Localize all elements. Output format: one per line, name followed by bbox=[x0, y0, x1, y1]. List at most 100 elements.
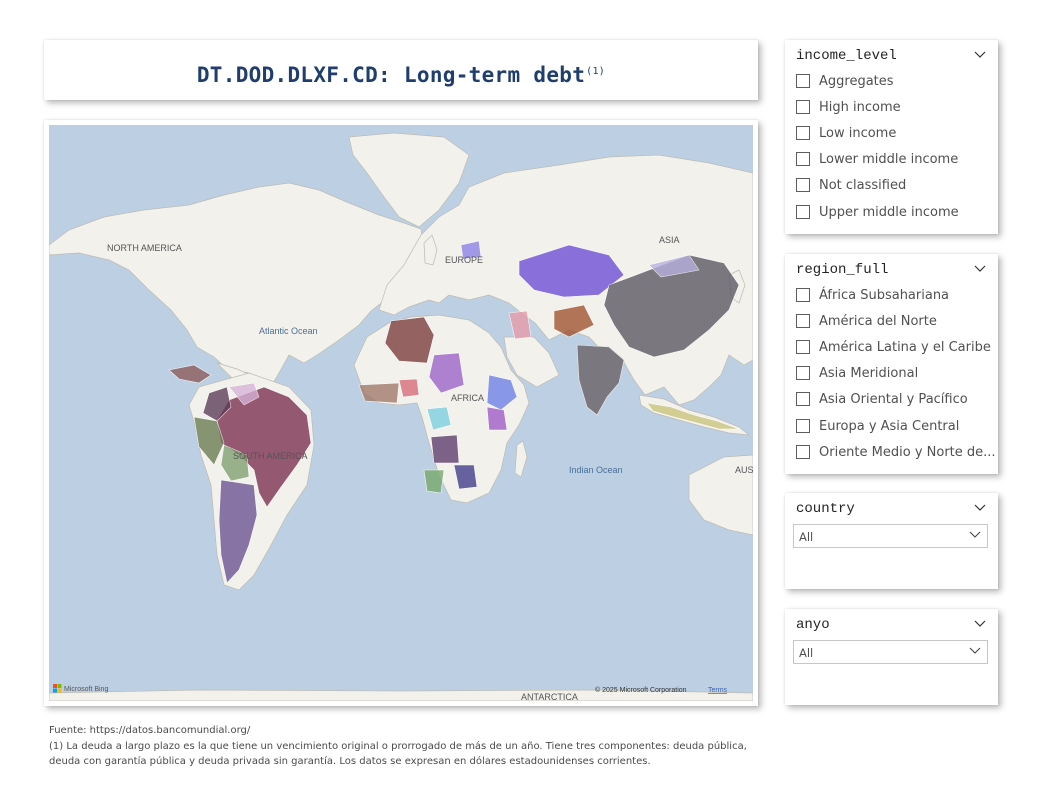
bing-logo-icon bbox=[53, 684, 57, 688]
checkbox[interactable] bbox=[796, 288, 810, 302]
map-label-antarctica: ANTARCTICA bbox=[521, 692, 578, 701]
checkbox[interactable] bbox=[796, 445, 810, 459]
slicer-title-region-full: region_full bbox=[796, 262, 889, 278]
option-label: Lower middle income bbox=[819, 151, 959, 167]
option-label: High income bbox=[819, 99, 901, 115]
slicer-option-income-upper-middle[interactable]: Upper middle income bbox=[796, 202, 959, 222]
country-peru bbox=[193, 416, 225, 466]
checkbox[interactable] bbox=[796, 419, 810, 433]
map-visual[interactable]: NORTH AMERICA SOUTH AMERICA EUROPE ASIA … bbox=[44, 120, 758, 706]
slicer-option-income-high[interactable]: High income bbox=[796, 97, 901, 117]
option-label: Not classified bbox=[819, 177, 907, 193]
land-arabia bbox=[503, 336, 560, 388]
footer-note: (1) La deuda a largo plazo es la que tie… bbox=[49, 740, 747, 768]
country-angola bbox=[430, 434, 460, 464]
country-mongolia bbox=[648, 254, 700, 278]
footer-source: Fuente: https://datos.bancomundial.org/ bbox=[49, 725, 251, 736]
checkbox[interactable] bbox=[796, 178, 810, 192]
map-label-indian-ocean: Indian Ocean bbox=[569, 465, 623, 475]
option-label: África Subsahariana bbox=[819, 287, 950, 303]
option-label: Europa y Asia Central bbox=[819, 418, 960, 434]
slicer-title-income-level: income_level bbox=[796, 48, 897, 64]
option-label: Aggregates bbox=[819, 73, 894, 89]
map-label-africa: AFRICA bbox=[451, 393, 484, 403]
checkbox[interactable] bbox=[796, 74, 810, 88]
chevron-down-icon[interactable] bbox=[974, 501, 986, 513]
checkbox[interactable] bbox=[796, 126, 810, 140]
land-uk bbox=[423, 234, 438, 266]
map-terms-link[interactable]: Terms bbox=[708, 687, 728, 694]
country-ukraine bbox=[460, 240, 482, 260]
title-note-ref: (1) bbox=[586, 66, 606, 77]
title-card: DT.DOD.DLXF.CD: Long-term debt(1) bbox=[44, 40, 758, 100]
slicer-title-anyo: anyo bbox=[796, 617, 830, 633]
chevron-down-icon[interactable] bbox=[974, 262, 986, 274]
land-australia bbox=[688, 454, 753, 536]
chevron-down-icon[interactable] bbox=[974, 617, 986, 629]
bing-logo-icon-yellow bbox=[57, 688, 62, 693]
option-label: América Latina y el Caribe bbox=[819, 339, 991, 355]
page-title: DT.DOD.DLXF.CD: Long-term debt(1) bbox=[44, 63, 758, 87]
bing-logo-icon-green bbox=[57, 684, 62, 688]
slicer-option-region-sa[interactable]: Asia Meridional bbox=[796, 363, 918, 383]
map-label-australia: AUS bbox=[735, 465, 753, 475]
land-madagascar bbox=[514, 440, 528, 478]
checkbox[interactable] bbox=[796, 340, 810, 354]
map-copyright: © 2025 Microsoft Corporation bbox=[595, 686, 687, 694]
slicer-option-region-eap[interactable]: Asia Oriental y Pacífico bbox=[796, 389, 968, 409]
country-mexico bbox=[168, 364, 212, 384]
country-argentina bbox=[218, 479, 258, 584]
bing-logo-group: Microsoft Bing bbox=[53, 684, 108, 693]
option-label: Low income bbox=[819, 125, 897, 141]
checkbox[interactable] bbox=[796, 205, 810, 219]
option-label: Asia Meridional bbox=[819, 365, 919, 381]
slicer-option-income-not-classified[interactable]: Not classified bbox=[796, 175, 906, 195]
chevron-down-icon[interactable] bbox=[974, 48, 986, 60]
country-kenya-tanzania bbox=[486, 406, 508, 431]
country-kazakhstan bbox=[518, 244, 625, 298]
map-label-europe: EUROPE bbox=[445, 255, 483, 265]
footer-notes: Fuente: https://datos.bancomundial.org/ … bbox=[49, 723, 749, 770]
slicer-option-region-eca[interactable]: Europa y Asia Central bbox=[796, 416, 959, 436]
slicer-country: country All bbox=[785, 493, 998, 589]
world-map[interactable]: NORTH AMERICA SOUTH AMERICA EUROPE ASIA … bbox=[49, 125, 753, 701]
slicer-option-region-mena[interactable]: Oriente Medio y Norte de... bbox=[796, 442, 996, 462]
checkbox[interactable] bbox=[796, 314, 810, 328]
checkbox[interactable] bbox=[796, 392, 810, 406]
land-north-america bbox=[49, 182, 425, 391]
highlighted-countries[interactable] bbox=[168, 240, 740, 584]
dropdown-chevron-icon[interactable] bbox=[969, 530, 981, 540]
slicer-option-region-na[interactable]: América del Norte bbox=[796, 311, 937, 331]
option-label: Asia Oriental y Pacífico bbox=[819, 391, 968, 407]
option-label: América del Norte bbox=[819, 313, 937, 329]
country-niger-chad bbox=[428, 352, 465, 394]
country-bolivia bbox=[220, 444, 250, 482]
checkbox[interactable] bbox=[796, 366, 810, 380]
country-dropdown[interactable]: All bbox=[793, 524, 988, 548]
country-ethiopia bbox=[486, 374, 518, 411]
slicer-anyo: anyo All bbox=[785, 609, 998, 705]
country-southern-africa bbox=[423, 469, 445, 494]
country-mozambique-zimbabwe bbox=[453, 464, 478, 490]
bing-attribution: Microsoft Bing bbox=[64, 686, 108, 693]
map-label-asia: ASIA bbox=[659, 235, 680, 245]
slicer-option-income-low[interactable]: Low income bbox=[796, 123, 896, 143]
checkbox[interactable] bbox=[796, 152, 810, 166]
option-label: Oriente Medio y Norte de... bbox=[819, 444, 996, 460]
country-nigeria bbox=[398, 378, 420, 398]
title-main: DT.DOD.DLXF.CD: Long-term debt bbox=[196, 63, 586, 87]
checkbox[interactable] bbox=[796, 100, 810, 114]
slicer-option-income-lower-middle[interactable]: Lower middle income bbox=[796, 149, 958, 169]
land-antarctica bbox=[49, 689, 753, 701]
dropdown-chevron-icon[interactable] bbox=[969, 646, 981, 656]
map-label-south-america: SOUTH AMERICA bbox=[233, 451, 308, 461]
slicer-option-region-ssa[interactable]: África Subsahariana bbox=[796, 285, 949, 305]
anyo-dropdown-value: All bbox=[799, 646, 814, 660]
map-label-atlantic-ocean: Atlantic Ocean bbox=[259, 326, 318, 336]
country-egypt-area bbox=[508, 310, 532, 340]
country-indonesia bbox=[646, 402, 740, 430]
slicer-option-region-lac[interactable]: América Latina y el Caribe bbox=[796, 337, 991, 357]
slicer-title-country: country bbox=[796, 501, 855, 517]
slicer-option-income-aggregates[interactable]: Aggregates bbox=[796, 71, 894, 91]
anyo-dropdown[interactable]: All bbox=[793, 640, 988, 664]
